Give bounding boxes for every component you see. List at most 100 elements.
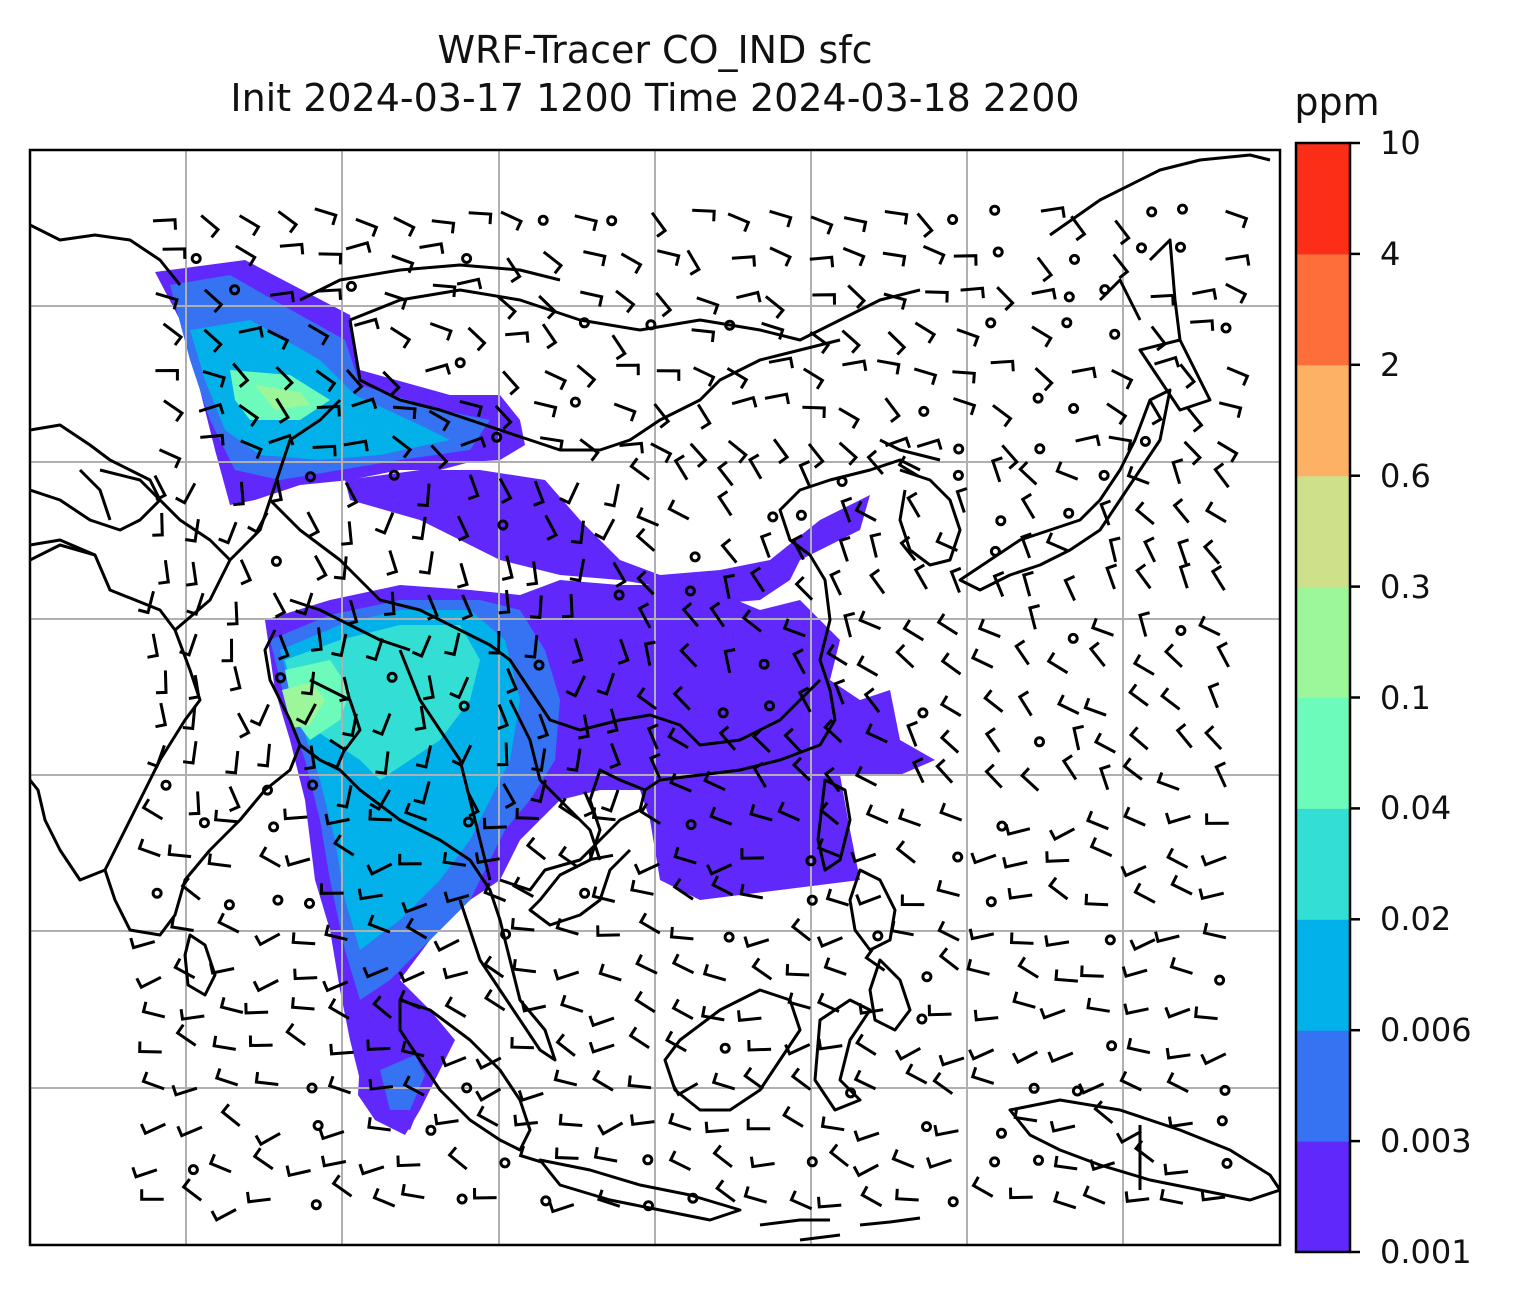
wind-barb [636,570,655,596]
wind-barb [884,436,912,449]
colorbar-segment [1296,364,1350,477]
wind-barb [392,405,417,420]
wind-barb [513,1114,538,1127]
calm-wind-circle [1175,241,1186,253]
wind-barb [777,801,801,822]
wind-barb [1053,1155,1078,1171]
wind-barb [524,634,539,659]
calm-wind-circle [1028,1082,1040,1094]
wind-barb [415,745,433,769]
wind-barb [368,808,393,822]
wind-barb [210,1208,237,1222]
wind-barb [533,480,545,507]
wind-barb [702,963,727,982]
wind-barb [816,936,843,948]
wind-barb [1123,806,1146,827]
coastline-philippines [848,868,912,1032]
calm-wind-circle [305,471,316,483]
wind-barb [703,770,726,792]
wind-barb [579,438,600,462]
wind-barb [591,886,616,903]
wind-barb [353,317,380,330]
wind-barb [865,723,888,744]
wind-barb [1134,501,1155,526]
calm-wind-circle [537,214,549,226]
wind-barb [783,727,802,753]
wind-barb [992,404,1013,428]
calm-wind-circle [684,585,696,597]
wind-barb [807,442,825,469]
wind-barb [1007,887,1033,900]
calm-wind-circle [918,405,930,417]
wind-barb [895,643,915,669]
wind-barb [784,1043,811,1056]
wind-barb [539,436,564,452]
calm-wind-circle [606,215,618,227]
wind-barb [137,838,161,858]
wind-barb [1133,882,1156,904]
wind-barb [627,1075,652,1090]
wind-barb [809,330,831,355]
calm-wind-circle [1139,435,1151,447]
wind-barb [650,211,668,238]
wind-barb [736,290,762,303]
calm-wind-circle [272,894,284,906]
wind-barb [802,367,825,390]
wind-barb [971,1176,994,1198]
wind-barb [268,433,295,446]
wind-barb [209,962,235,975]
calm-wind-circle [569,396,581,408]
wind-barb [992,571,1005,598]
wind-barb [1124,1191,1150,1203]
wind-barb [244,1002,269,1015]
wind-barb [1128,726,1149,751]
wind-barb [1166,1072,1189,1093]
wind-barb [342,713,358,738]
tracer-plume-south-asia-max [282,682,325,728]
wind-barb [1132,654,1155,676]
wind-barb [252,979,279,993]
calm-wind-circle [160,779,172,791]
calm-wind-circle [836,476,848,487]
wind-barb [475,1087,502,1102]
wind-barb [1202,539,1221,565]
colorbar [1294,141,1360,1254]
colorbar-segment [1296,1030,1350,1142]
wind-barb [726,367,749,390]
wind-barb [498,589,511,615]
wind-barb [1012,991,1036,1009]
wind-barb [1011,1050,1039,1065]
wind-barb [147,744,166,769]
wind-barb [247,511,269,534]
wind-barb [876,359,901,375]
wind-barb [664,1030,687,1053]
wind-barb [741,609,762,633]
calm-wind-circle [1061,317,1073,329]
wind-barb [293,968,318,981]
calm-wind-circle [989,1156,1001,1168]
wind-barb [743,1066,764,1090]
wind-barb [1178,562,1191,589]
wind-barb [798,460,811,487]
wind-barb [162,247,187,259]
wind-barb [317,288,342,300]
wind-barb [459,399,483,417]
calm-wind-circle [229,284,241,296]
wind-barb [1089,836,1113,858]
wind-barb [576,364,597,389]
calm-wind-circle [1177,203,1188,215]
wind-barb [414,705,427,731]
wind-barb [400,1183,425,1200]
wind-barb [1112,253,1130,280]
calm-wind-circle [1109,328,1121,340]
wind-barb [366,1039,391,1051]
wind-barb [612,561,627,588]
calm-wind-circle [989,545,1001,557]
wind-barb [787,992,811,1010]
wind-barb [272,592,287,619]
wind-barb [609,742,622,769]
wind-barb [797,686,812,713]
wind-barb [147,633,160,659]
wind-barb [291,932,316,946]
wind-barb [235,244,257,267]
